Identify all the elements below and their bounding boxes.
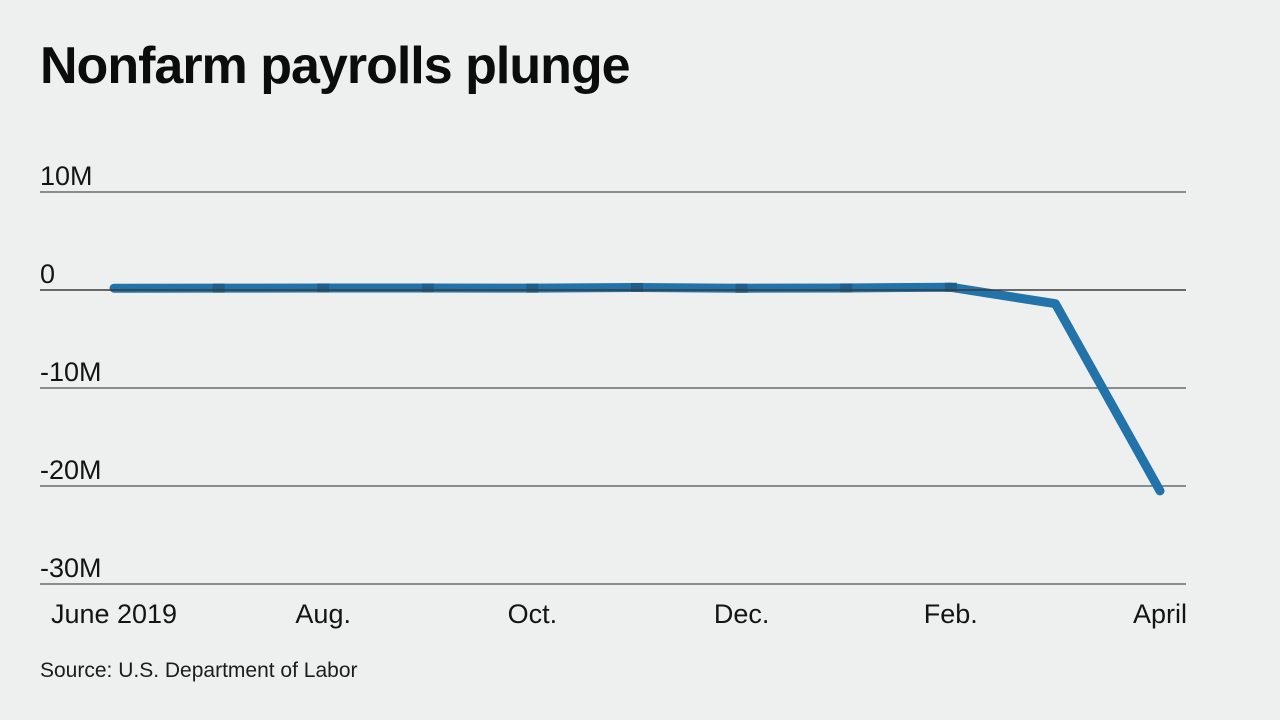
y-tick-label: -30M (40, 553, 102, 583)
y-tick-label: -20M (40, 455, 102, 485)
x-tick-label: Oct. (508, 599, 558, 629)
x-tick-label: Feb. (924, 599, 978, 629)
series-line (109, 282, 1165, 496)
source-note: Source: U.S. Department of Labor (40, 659, 358, 682)
x-tick-label: April (1133, 599, 1187, 629)
y-tick-label: -10M (40, 357, 102, 387)
x-tick-label: Aug. (295, 599, 351, 629)
x-tick-label: Dec. (714, 599, 770, 629)
y-tick-label: 10M (40, 161, 93, 191)
y-tick-label: 0 (40, 259, 55, 289)
x-tick-label: June 2019 (51, 599, 177, 629)
chart-title: Nonfarm payrolls plunge (40, 37, 631, 95)
